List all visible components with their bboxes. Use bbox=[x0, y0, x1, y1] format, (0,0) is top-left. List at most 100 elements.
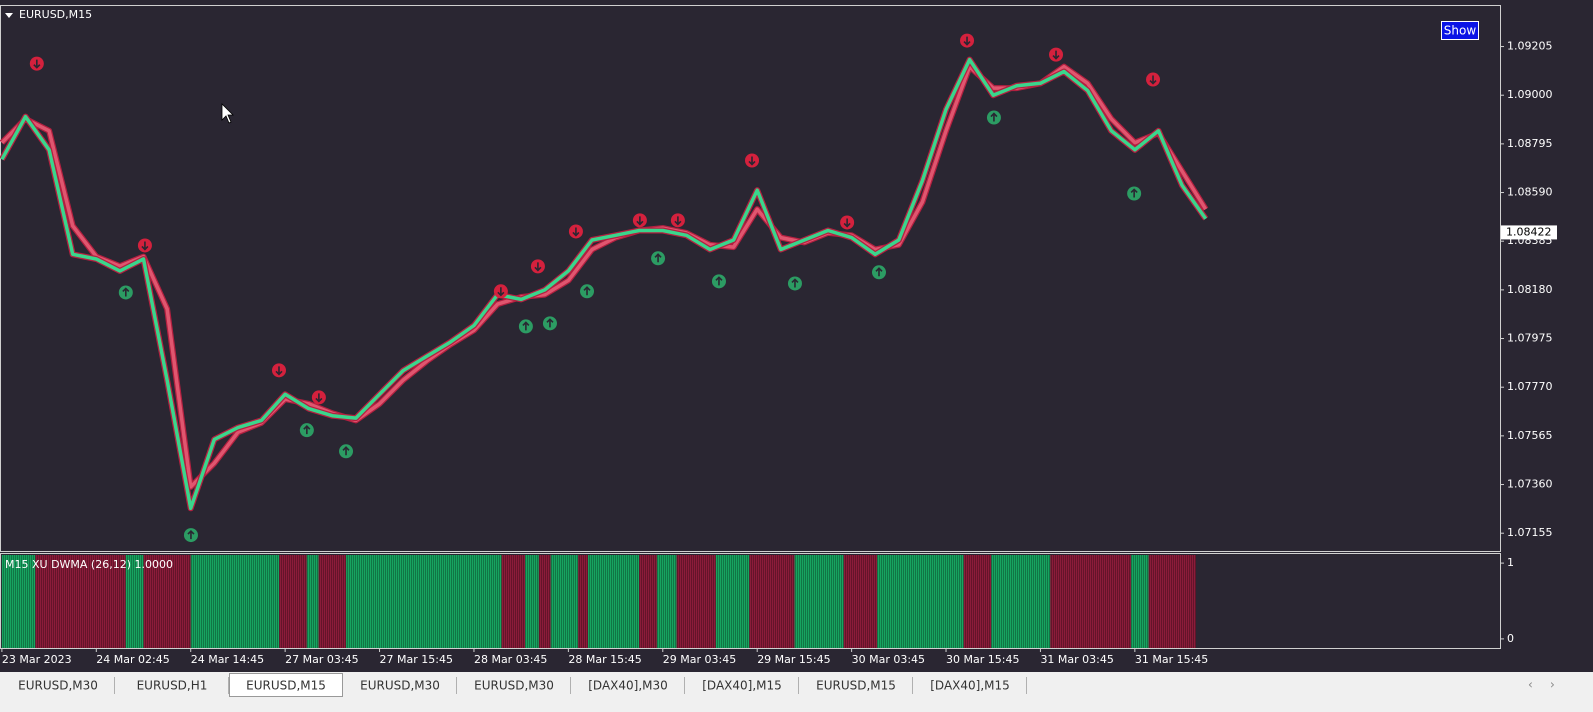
signal-glyph bbox=[342, 446, 350, 456]
y-tick-label: 1.08795 bbox=[1507, 137, 1553, 150]
tab-label[interactable]: EURUSD,M30 bbox=[360, 679, 440, 693]
indicator-stripes bbox=[550, 555, 579, 648]
indicator-stripes bbox=[1130, 555, 1149, 648]
indicator-stripes bbox=[35, 555, 126, 648]
tab[interactable]: EURUSD,M30 bbox=[1, 675, 115, 696]
main-panel: 1.092051.090001.087951.085901.083851.081… bbox=[0, 33, 1557, 666]
signal-arrow bbox=[632, 213, 647, 228]
collapse-icon[interactable] bbox=[5, 13, 13, 18]
tab-background bbox=[571, 675, 685, 696]
tabs: EURUSD,M30 EURUSD,H1 EURUSD,M15 EURUSD,M30 E… bbox=[1, 673, 1027, 697]
tab-background bbox=[115, 675, 229, 696]
tab-background bbox=[685, 675, 799, 696]
signal-arrow bbox=[580, 284, 595, 299]
x-tick-label: 27 Mar 03:45 bbox=[285, 653, 358, 666]
signal-glyph bbox=[990, 112, 998, 122]
tab[interactable]: EURUSD,H1 bbox=[115, 675, 229, 696]
indicator-stripes bbox=[306, 555, 319, 648]
scroll-right[interactable]: › bbox=[1550, 678, 1555, 692]
tab-label[interactable]: EURUSD,M15 bbox=[816, 679, 896, 693]
tab-label[interactable]: EURUSD,M15 bbox=[246, 679, 326, 693]
tab-label[interactable]: [DAX40],M15 bbox=[930, 679, 1010, 693]
signal-glyph bbox=[141, 241, 149, 251]
signal-arrow bbox=[118, 285, 133, 300]
indicator-stripes bbox=[1, 555, 36, 648]
signal-arrow bbox=[311, 390, 326, 405]
signal-arrow bbox=[493, 284, 508, 299]
y-tick-label: 1.07565 bbox=[1507, 429, 1553, 442]
signal-glyph bbox=[33, 59, 41, 69]
x-tick-label: 24 Mar 14:45 bbox=[191, 653, 264, 666]
indicator-tick-label: 1 bbox=[1507, 556, 1514, 569]
show-button[interactable] bbox=[1441, 21, 1479, 40]
signal-arrow bbox=[840, 215, 855, 230]
signal-glyph bbox=[875, 267, 883, 277]
tab[interactable]: EURUSD,M15 bbox=[229, 673, 343, 697]
tab[interactable]: EURUSD,M30 bbox=[457, 675, 571, 696]
tab-label[interactable]: [DAX40],M30 bbox=[588, 679, 668, 693]
y-tick-label: 1.09205 bbox=[1507, 40, 1553, 53]
indicator-stripes bbox=[794, 555, 844, 648]
signal-glyph bbox=[654, 253, 662, 263]
indicator-title: M15 XU DWMA (26,12) 1.0000 bbox=[5, 558, 173, 571]
current-price-box bbox=[1501, 225, 1557, 240]
signal-arrow bbox=[871, 265, 886, 280]
signal-arrow bbox=[670, 213, 685, 228]
signal-arrow bbox=[711, 274, 726, 289]
x-tick-label: 30 Mar 15:45 bbox=[946, 653, 1019, 666]
indicator-stripes bbox=[843, 555, 878, 648]
tab[interactable]: [DAX40],M15 bbox=[685, 675, 799, 696]
x-tick-label: 28 Mar 15:45 bbox=[568, 653, 641, 666]
x-tick-label: 24 Mar 02:45 bbox=[96, 653, 169, 666]
x-tick-label: 29 Mar 15:45 bbox=[757, 653, 830, 666]
indicator-stripes bbox=[538, 555, 551, 648]
tab[interactable]: EURUSD,M15 bbox=[799, 675, 913, 696]
indicator-stripes bbox=[656, 555, 677, 648]
signal-arrow bbox=[1127, 186, 1142, 201]
indicator-stripes bbox=[1148, 555, 1196, 648]
signal-arrow bbox=[137, 238, 152, 253]
signal-glyph bbox=[187, 529, 195, 540]
signal-arrow bbox=[271, 363, 286, 378]
indicator-tick-label: 0 bbox=[1507, 632, 1514, 645]
y-tick-label: 1.07770 bbox=[1507, 380, 1553, 393]
y-tick-label: 1.07975 bbox=[1507, 332, 1553, 345]
x-tick-label: 29 Mar 03:45 bbox=[663, 653, 736, 666]
moving-average bbox=[0, 57, 1208, 511]
indicator-stripes bbox=[963, 555, 992, 648]
indicator-stripes bbox=[525, 555, 539, 648]
indicator-stripes bbox=[125, 555, 144, 648]
x-tick-label: 27 Mar 15:45 bbox=[380, 653, 453, 666]
indicator-stripes bbox=[991, 555, 1051, 648]
indicator-stripes bbox=[877, 555, 964, 648]
x-tick-label: 28 Mar 03:45 bbox=[474, 653, 547, 666]
x-tick-label: 30 Mar 03:45 bbox=[852, 653, 925, 666]
x-tick-label: 31 Mar 15:45 bbox=[1135, 653, 1208, 666]
indicator-stripes bbox=[578, 555, 589, 648]
signal-glyph bbox=[497, 287, 505, 297]
x-tick-label: 31 Mar 03:45 bbox=[1040, 653, 1113, 666]
tab[interactable]: EURUSD,M30 bbox=[343, 675, 457, 696]
indicator-stripes bbox=[190, 555, 280, 648]
x-tick-label: 23 Mar 2023 bbox=[2, 653, 72, 666]
signal-glyph bbox=[303, 425, 311, 435]
tab-label[interactable]: EURUSD,H1 bbox=[137, 679, 208, 693]
tab[interactable]: [DAX40],M15 bbox=[913, 675, 1027, 696]
tab-background bbox=[1, 675, 115, 696]
signal-arrow bbox=[986, 110, 1001, 125]
scroll-left[interactable]: ‹ bbox=[1528, 678, 1533, 692]
tab-label[interactable]: [DAX40],M15 bbox=[702, 679, 782, 693]
tab-label[interactable]: EURUSD,M30 bbox=[474, 679, 554, 693]
signal-glyph bbox=[843, 218, 851, 228]
tab-label[interactable]: EURUSD,M30 bbox=[18, 679, 98, 693]
signal-arrow bbox=[542, 316, 557, 331]
signal-glyph bbox=[1149, 75, 1157, 85]
indicator-stripes bbox=[715, 555, 750, 648]
y-tick-label: 1.07155 bbox=[1507, 526, 1553, 539]
indicator-stripes bbox=[639, 555, 657, 648]
show-button-label[interactable]: Show bbox=[1444, 24, 1477, 38]
signal-glyph bbox=[963, 36, 971, 46]
tab[interactable]: [DAX40],M30 bbox=[571, 675, 685, 696]
tab-background bbox=[457, 675, 571, 696]
